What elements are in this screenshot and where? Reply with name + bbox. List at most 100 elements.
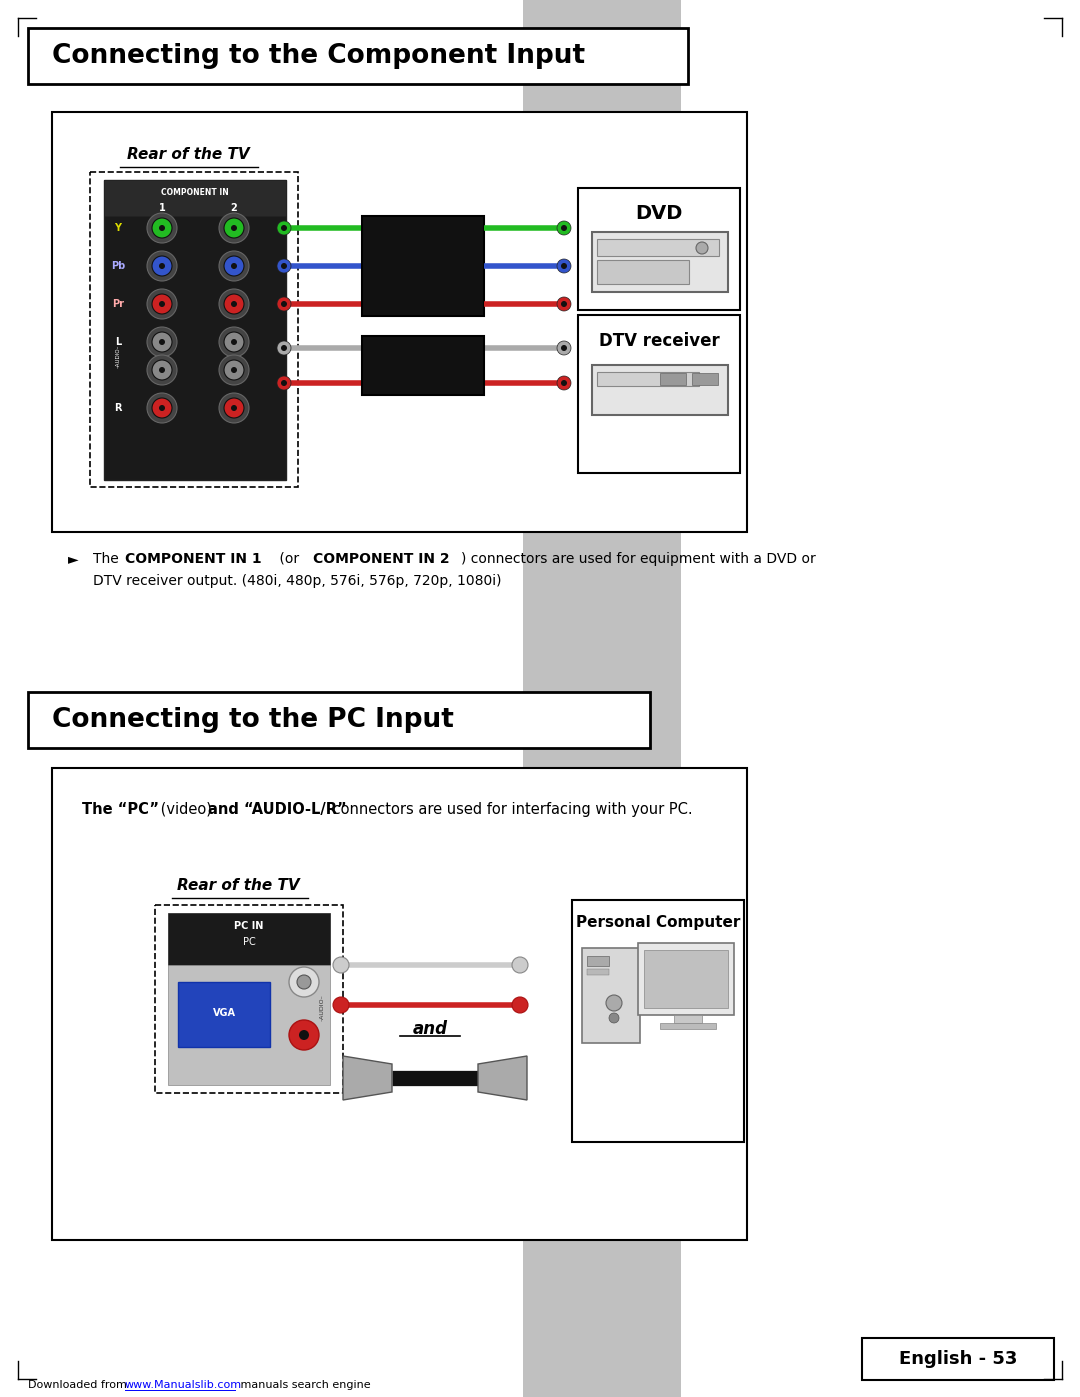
Text: DVD: DVD <box>635 204 683 224</box>
Text: Pb: Pb <box>111 261 125 271</box>
Text: The “PC”: The “PC” <box>82 802 159 817</box>
Circle shape <box>561 300 567 307</box>
Circle shape <box>219 327 249 358</box>
Text: COMPONENT IN 1: COMPONENT IN 1 <box>125 552 261 566</box>
Bar <box>90 172 298 488</box>
Circle shape <box>557 298 571 312</box>
Text: connectors are used for interfacing with your PC.: connectors are used for interfacing with… <box>328 802 692 817</box>
Circle shape <box>276 258 291 272</box>
Circle shape <box>224 332 244 352</box>
Text: VGA: VGA <box>213 1009 235 1018</box>
Circle shape <box>159 405 165 411</box>
Bar <box>592 365 728 415</box>
Bar <box>597 239 719 256</box>
Bar <box>582 949 640 1044</box>
Circle shape <box>224 218 244 237</box>
Circle shape <box>231 263 237 270</box>
Text: R: R <box>114 402 122 414</box>
Text: and “AUDIO-L/R”: and “AUDIO-L/R” <box>208 802 347 817</box>
Circle shape <box>561 345 567 351</box>
Polygon shape <box>343 1056 392 1099</box>
Polygon shape <box>478 1056 527 1099</box>
Circle shape <box>276 298 291 312</box>
Circle shape <box>152 293 172 314</box>
Text: manuals search engine: manuals search engine <box>237 1380 370 1390</box>
Circle shape <box>219 251 249 281</box>
Bar <box>362 217 484 316</box>
Circle shape <box>231 225 237 231</box>
Text: 2: 2 <box>231 203 238 212</box>
Circle shape <box>281 263 287 270</box>
Circle shape <box>289 967 319 997</box>
Bar <box>362 337 484 395</box>
Circle shape <box>147 355 177 386</box>
Circle shape <box>224 293 244 314</box>
Bar <box>156 905 343 1092</box>
Bar <box>178 982 270 1046</box>
Text: Downloaded from: Downloaded from <box>28 1380 131 1390</box>
Circle shape <box>231 300 237 307</box>
Text: www.Manualslib.com: www.Manualslib.com <box>125 1380 242 1390</box>
Text: English - 53: English - 53 <box>899 1350 1017 1368</box>
Bar <box>28 692 650 747</box>
Circle shape <box>231 367 237 373</box>
Circle shape <box>297 975 311 989</box>
Text: Connecting to the Component Input: Connecting to the Component Input <box>52 43 585 68</box>
Circle shape <box>281 300 287 307</box>
Text: Y: Y <box>114 224 121 233</box>
Circle shape <box>333 957 349 972</box>
Text: DTV receiver: DTV receiver <box>598 332 719 351</box>
Text: COMPONENT IN 2: COMPONENT IN 2 <box>313 552 449 566</box>
Circle shape <box>276 376 291 390</box>
Circle shape <box>561 380 567 386</box>
Circle shape <box>147 289 177 319</box>
Circle shape <box>609 1013 619 1023</box>
Text: and: and <box>413 1020 447 1038</box>
Bar <box>674 1016 702 1023</box>
Circle shape <box>147 212 177 243</box>
Text: Rear of the TV: Rear of the TV <box>126 147 249 162</box>
Circle shape <box>557 258 571 272</box>
Text: (or: (or <box>275 552 303 566</box>
Circle shape <box>159 339 165 345</box>
Circle shape <box>561 225 567 231</box>
Circle shape <box>333 997 349 1013</box>
Circle shape <box>231 339 237 345</box>
Circle shape <box>219 289 249 319</box>
Circle shape <box>276 341 291 355</box>
Circle shape <box>224 256 244 277</box>
Bar <box>597 260 689 284</box>
Bar <box>588 970 609 975</box>
Circle shape <box>281 345 287 351</box>
Circle shape <box>152 398 172 418</box>
Bar <box>168 914 330 965</box>
Circle shape <box>159 300 165 307</box>
Circle shape <box>512 997 528 1013</box>
Text: Pr: Pr <box>112 299 124 309</box>
Circle shape <box>557 221 571 235</box>
Circle shape <box>219 355 249 386</box>
Bar <box>104 180 286 217</box>
Bar <box>660 373 686 386</box>
Bar <box>104 180 286 481</box>
Bar <box>588 956 609 965</box>
Circle shape <box>276 221 291 235</box>
Bar <box>52 768 747 1241</box>
Text: The: The <box>93 552 123 566</box>
Bar <box>52 112 747 532</box>
Circle shape <box>147 327 177 358</box>
Bar <box>572 900 744 1141</box>
Circle shape <box>159 225 165 231</box>
Circle shape <box>281 225 287 231</box>
Bar <box>578 189 740 310</box>
Circle shape <box>219 212 249 243</box>
Bar <box>592 232 728 292</box>
Text: Rear of the TV: Rear of the TV <box>177 877 299 893</box>
Circle shape <box>606 995 622 1011</box>
Circle shape <box>147 251 177 281</box>
Bar <box>660 1023 716 1030</box>
Circle shape <box>152 218 172 237</box>
Circle shape <box>147 393 177 423</box>
Text: 1: 1 <box>159 203 165 212</box>
Bar <box>168 965 330 1085</box>
